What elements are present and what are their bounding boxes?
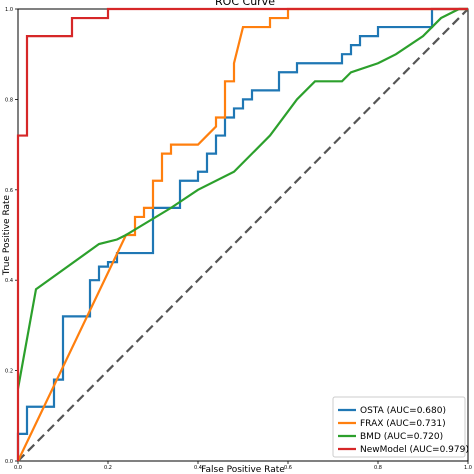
- series-group: [16, 7, 468, 462]
- x-tick-label: 0.4: [194, 465, 202, 471]
- chart-title: ROC Curve: [215, 0, 275, 8]
- axis-ticks: 0.0 0.2 0.4 0.6 0.8 1.0 0.0 0.2 0.4 0.6 0.8 1.0: [5, 7, 472, 471]
- x-tick-label: 0.2: [104, 465, 112, 471]
- series-line-osta: [16, 7, 468, 461]
- y-tick-label: 1.0: [5, 7, 13, 13]
- x-tick-label: 0.6: [284, 465, 292, 471]
- legend: OSTA (AUC=0.680) FRAX (AUC=0.731) BMD (AUC…: [332, 396, 469, 458]
- series-line-frax: [17, 7, 468, 462]
- series-line-newmodel: [16, 7, 468, 461]
- y-tick-label: 0.6: [5, 188, 13, 194]
- legend-box: [332, 396, 466, 458]
- x-axis-title: False Positive Rate: [201, 465, 285, 474]
- legend-label: OSTA (AUC=0.680): [360, 406, 446, 416]
- y-axis-title: True Positive Rate: [2, 194, 12, 276]
- y-tick-label: 0.8: [5, 97, 13, 103]
- legend-label: NewModel (AUC=0.979): [360, 445, 469, 455]
- x-tick-label: 1.0: [464, 465, 472, 471]
- y-tick-label: 0.2: [5, 369, 13, 375]
- y-tick-label: 0.4: [5, 278, 13, 284]
- legend-label: BMD (AUC=0.720): [360, 432, 443, 442]
- y-tick-label: 0.0: [5, 459, 13, 465]
- reference-line-group: [17, 8, 469, 462]
- reference-diagonal-line: [17, 8, 469, 462]
- x-tick-label: 0.0: [14, 465, 22, 471]
- series-line-bmd: [16, 7, 468, 389]
- x-tick-label: 0.8: [374, 465, 382, 471]
- legend-label: FRAX (AUC=0.731): [360, 419, 446, 429]
